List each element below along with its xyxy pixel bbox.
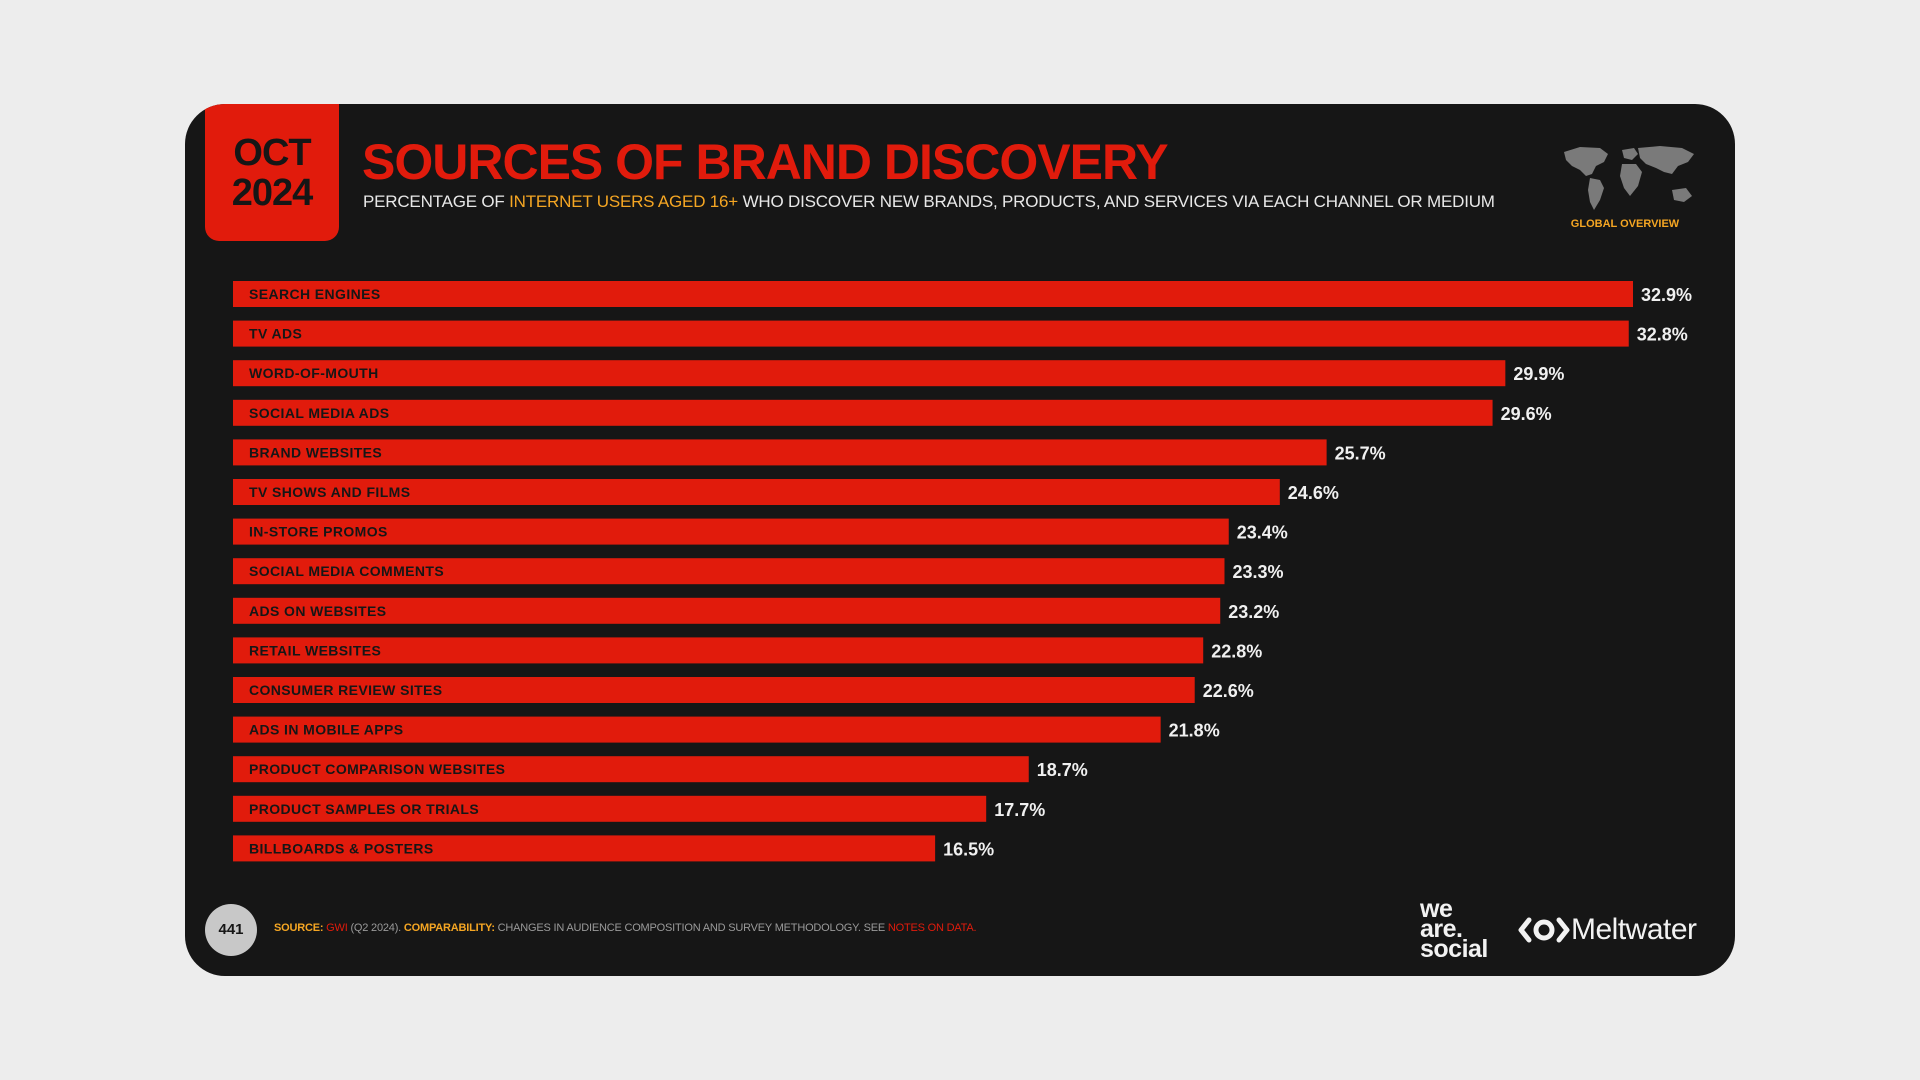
category-label: SEARCH ENGINES <box>249 286 381 302</box>
category-label: BILLBOARDS & POSTERS <box>249 840 434 856</box>
subtitle-prefix: PERCENTAGE OF <box>363 192 510 211</box>
source-value: GWI <box>323 922 348 934</box>
logo-line-1: we <box>1420 895 1453 923</box>
bar <box>233 518 1229 545</box>
category-label: TV SHOWS AND FILMS <box>249 484 410 500</box>
value-label: 16.5% <box>943 839 994 859</box>
value-label: 29.9% <box>1513 364 1564 384</box>
bar <box>233 835 936 862</box>
subtitle-highlight: INTERNET USERS AGED 16+ <box>509 192 739 211</box>
value-label: 21.8% <box>1169 721 1220 741</box>
source-detail: (Q2 2024). <box>347 922 404 934</box>
bar-chart: SEARCH ENGINES 32.9% TV ADS 32.8% WORD-OF-MO… <box>233 281 1692 862</box>
date-month: OCT <box>233 132 311 174</box>
bar-group: SOCIAL MEDIA COMMENTS 23.3% <box>233 558 1284 585</box>
bar-group: CONSUMER REVIEW SITES 22.6% <box>233 677 1254 703</box>
bar-group: ADS ON WEBSITES 23.2% <box>233 597 1279 624</box>
notes-on-data-link[interactable]: NOTES ON DATA. <box>887 922 977 934</box>
source-key: SOURCE: <box>274 922 324 934</box>
bar <box>233 320 1629 347</box>
bar-group: TV SHOWS AND FILMS 24.6% <box>233 479 1339 505</box>
bar-group: SEARCH ENGINES 32.9% <box>233 281 1692 307</box>
logo-line-3: social <box>1420 935 1488 963</box>
bar <box>233 479 1280 505</box>
we-are-social-logo: we are. social <box>1420 895 1488 963</box>
meltwater-wordmark: Meltwater <box>1571 913 1697 946</box>
bar-group: PRODUCT COMPARISON WEBSITES 18.7% <box>233 756 1088 783</box>
value-label: 23.4% <box>1237 523 1288 543</box>
category-label: IN-STORE PROMOS <box>249 524 388 540</box>
slide-card: OCT 2024 SOURCES OF BRAND DISCOVERY PERC… <box>185 104 1735 976</box>
bar <box>233 716 1161 743</box>
chart-subtitle: PERCENTAGE OF INTERNET USERS AGED 16+ WH… <box>363 192 1495 212</box>
date-tab: OCT 2024 <box>205 104 339 241</box>
source-footnote: SOURCE: GWI (Q2 2024). COMPARABILITY: CH… <box>274 922 977 934</box>
category-label: RETAIL WEBSITES <box>249 642 381 658</box>
value-label: 18.7% <box>1037 760 1088 780</box>
bar-group: ADS IN MOBILE APPS 21.8% <box>233 716 1220 743</box>
category-label: TV ADS <box>249 326 302 342</box>
chart-title: SOURCES OF BRAND DISCOVERY <box>362 134 1169 190</box>
page-number-badge: 441 <box>205 904 257 956</box>
category-label: BRAND WEBSITES <box>249 444 382 460</box>
meltwater-mark-icon <box>1518 917 1570 943</box>
subtitle-suffix: WHO DISCOVER NEW BRANDS, PRODUCTS, AND S… <box>738 192 1495 211</box>
bar-group: IN-STORE PROMOS 23.4% <box>233 518 1288 545</box>
bar <box>233 558 1225 585</box>
comparability-key: COMPARABILITY: <box>403 922 495 934</box>
value-label: 23.3% <box>1232 562 1283 582</box>
bar <box>233 677 1195 703</box>
bar-group: TV ADS 32.8% <box>233 320 1688 347</box>
category-label: PRODUCT COMPARISON WEBSITES <box>249 761 505 777</box>
value-label: 23.2% <box>1228 602 1279 622</box>
bar-group: WORD-OF-MOUTH 29.9% <box>233 360 1564 387</box>
meltwater-logo: Meltwater <box>1517 912 1697 948</box>
bar <box>233 399 1493 426</box>
category-label: ADS ON WEBSITES <box>249 603 386 619</box>
value-label: 22.8% <box>1211 641 1262 661</box>
bar <box>233 637 1204 664</box>
bar-group: BRAND WEBSITES 25.7% <box>233 439 1386 466</box>
value-label: 29.6% <box>1501 404 1552 424</box>
value-label: 32.9% <box>1641 285 1692 305</box>
category-label: PRODUCT SAMPLES OR TRIALS <box>249 801 479 817</box>
bar <box>233 439 1327 466</box>
category-label: ADS IN MOBILE APPS <box>249 722 403 738</box>
value-label: 25.7% <box>1335 443 1386 463</box>
bar <box>233 360 1506 387</box>
category-label: WORD-OF-MOUTH <box>249 365 379 381</box>
bar <box>233 795 987 822</box>
bar-group: RETAIL WEBSITES 22.8% <box>233 637 1262 664</box>
category-label: CONSUMER REVIEW SITES <box>249 682 443 698</box>
bar-group: SOCIAL MEDIA ADS 29.6% <box>233 399 1552 426</box>
date-year: 2024 <box>231 172 314 214</box>
world-map-icon <box>1564 146 1694 210</box>
bar-group: BILLBOARDS & POSTERS 16.5% <box>233 835 994 862</box>
value-label: 24.6% <box>1288 483 1339 503</box>
value-label: 22.6% <box>1203 681 1254 701</box>
comparability-text: CHANGES IN AUDIENCE COMPOSITION AND SURV… <box>494 922 888 934</box>
value-label: 32.8% <box>1637 325 1688 345</box>
bar-group: PRODUCT SAMPLES OR TRIALS 17.7% <box>233 795 1045 822</box>
bar <box>233 756 1029 783</box>
category-label: SOCIAL MEDIA ADS <box>249 405 389 421</box>
bar <box>233 597 1221 624</box>
value-label: 17.7% <box>994 800 1045 820</box>
logo-line-2: are. <box>1420 915 1463 943</box>
bar <box>233 281 1633 307</box>
region-label: GLOBAL OVERVIEW <box>1570 218 1680 230</box>
category-label: SOCIAL MEDIA COMMENTS <box>249 563 444 579</box>
